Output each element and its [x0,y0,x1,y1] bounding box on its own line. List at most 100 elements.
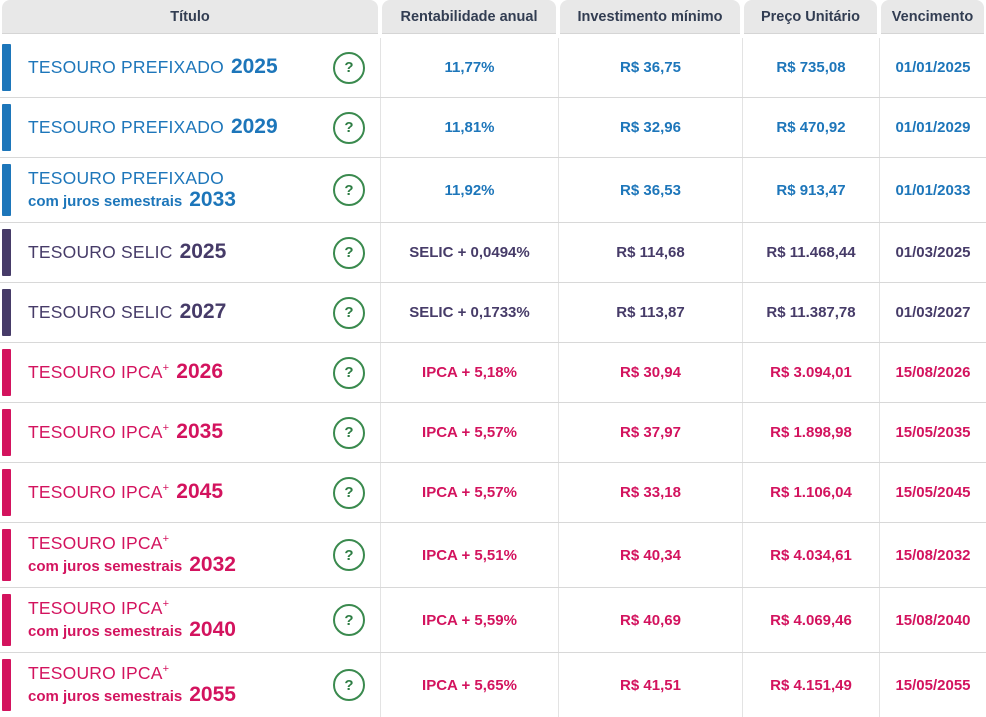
bond-name: TESOURO IPCA+ [28,482,170,503]
bond-row[interactable]: TESOURO IPCA+ 2045 ? IPCA + 5,57% R$ 33,… [0,463,986,523]
min-investment-cell: R$ 33,18 [558,463,742,522]
bond-title: TESOURO IPCA+ com juros semestrais 2055 [28,663,236,707]
bond-title: TESOURO SELIC 2025 [28,240,226,264]
help-icon[interactable]: ? [333,669,365,701]
bond-title: TESOURO IPCA+ 2045 [28,480,223,504]
bond-title: TESOURO IPCA+ 2026 [28,360,223,384]
header-vencimento: Vencimento [881,0,984,34]
help-icon[interactable]: ? [333,111,365,144]
bond-title-cell: TESOURO PREFIXADO 2029 ? [0,98,380,157]
help-icon[interactable]: ? [333,356,365,389]
bond-row[interactable]: TESOURO SELIC 2025 ? SELIC + 0,0494% R$ … [0,223,986,283]
maturity-cell: 01/01/2033 [879,158,986,222]
bond-row[interactable]: TESOURO PREFIXADO com juros semestrais 2… [0,158,986,223]
header-rentabilidade: Rentabilidade anual [382,0,556,34]
unit-price-cell: R$ 1.106,04 [742,463,879,522]
maturity-cell: 01/01/2029 [879,98,986,157]
category-color-bar [2,229,11,276]
bond-title: TESOURO IPCA+ com juros semestrais 2032 [28,533,236,577]
bond-row[interactable]: TESOURO IPCA+ 2035 ? IPCA + 5,57% R$ 37,… [0,403,986,463]
header-titulo: Título [2,0,378,34]
bond-row[interactable]: TESOURO IPCA+ 2026 ? IPCA + 5,18% R$ 30,… [0,343,986,403]
category-color-bar [2,594,11,646]
unit-price-cell: R$ 1.898,98 [742,403,879,462]
category-color-bar [2,104,11,151]
category-color-bar [2,659,11,711]
annual-rate-cell: SELIC + 0,1733% [380,283,558,342]
maturity-cell: 01/03/2025 [879,223,986,282]
min-investment-cell: R$ 113,87 [558,283,742,342]
table-body: TESOURO PREFIXADO 2025 ? 11,77% R$ 36,75… [0,38,986,717]
bond-subtitle: com juros semestrais [28,557,183,575]
bond-year: 2055 [189,682,236,706]
table-header-row: Título Rentabilidade anual Investimento … [0,0,986,38]
bond-title: TESOURO PREFIXADO com juros semestrais 2… [28,168,236,212]
min-investment-cell: R$ 37,97 [558,403,742,462]
plus-superscript: + [162,422,170,435]
bond-row[interactable]: TESOURO IPCA+ com juros semestrais 2040 … [0,588,986,653]
help-icon[interactable]: ? [333,174,365,206]
min-investment-cell: R$ 32,96 [558,98,742,157]
annual-rate-cell: SELIC + 0,0494% [380,223,558,282]
bond-row[interactable]: TESOURO IPCA+ com juros semestrais 2032 … [0,523,986,588]
help-icon[interactable]: ? [333,236,365,269]
bond-name: TESOURO IPCA+ [28,422,170,443]
bond-row[interactable]: TESOURO IPCA+ com juros semestrais 2055 … [0,653,986,717]
bond-row[interactable]: TESOURO PREFIXADO 2029 ? 11,81% R$ 32,96… [0,98,986,158]
bond-year: 2025 [179,240,227,264]
header-preco-unitario: Preço Unitário [744,0,877,34]
plus-superscript: + [162,362,170,375]
bond-year: 2035 [176,420,223,444]
annual-rate-cell: IPCA + 5,57% [380,403,558,462]
category-color-bar [2,469,11,516]
annual-rate-cell: IPCA + 5,18% [380,343,558,402]
annual-rate-cell: IPCA + 5,57% [380,463,558,522]
annual-rate-cell: IPCA + 5,65% [380,653,558,717]
unit-price-cell: R$ 11.468,44 [742,223,879,282]
bond-row[interactable]: TESOURO SELIC 2027 ? SELIC + 0,1733% R$ … [0,283,986,343]
help-icon[interactable]: ? [333,416,365,449]
bond-subtitle: com juros semestrais [28,687,183,705]
help-icon[interactable]: ? [333,51,365,84]
category-color-bar [2,349,11,396]
unit-price-cell: R$ 11.387,78 [742,283,879,342]
bond-title-cell: TESOURO SELIC 2025 ? [0,223,380,282]
min-investment-cell: R$ 41,51 [558,653,742,717]
bond-subtitle: com juros semestrais [28,192,183,210]
maturity-cell: 01/03/2027 [879,283,986,342]
bond-year: 2027 [179,300,227,324]
bond-title-cell: TESOURO IPCA+ com juros semestrais 2040 … [0,588,380,652]
bond-title: TESOURO SELIC 2027 [28,300,226,324]
bond-year: 2025 [230,55,278,79]
bond-row[interactable]: TESOURO PREFIXADO 2025 ? 11,77% R$ 36,75… [0,38,986,98]
annual-rate-cell: 11,77% [380,38,558,97]
bond-name: TESOURO IPCA+ [28,532,170,553]
help-icon[interactable]: ? [333,476,365,509]
help-icon[interactable]: ? [333,296,365,329]
help-icon[interactable]: ? [333,604,365,636]
bond-title-cell: TESOURO PREFIXADO 2025 ? [0,38,380,97]
bond-name: TESOURO SELIC [28,242,173,263]
unit-price-cell: R$ 4.034,61 [742,523,879,587]
annual-rate-cell: 11,81% [380,98,558,157]
annual-rate-cell: 11,92% [380,158,558,222]
unit-price-cell: R$ 3.094,01 [742,343,879,402]
unit-price-cell: R$ 470,92 [742,98,879,157]
bond-name: TESOURO IPCA+ [28,662,170,683]
bond-title: TESOURO IPCA+ com juros semestrais 2040 [28,598,236,642]
bond-title-cell: TESOURO SELIC 2027 ? [0,283,380,342]
plus-superscript: + [162,482,170,495]
category-color-bar [2,289,11,336]
help-icon[interactable]: ? [333,539,365,571]
min-investment-cell: R$ 30,94 [558,343,742,402]
bond-name: TESOURO PREFIXADO [28,57,224,78]
category-color-bar [2,529,11,581]
bond-subtitle: com juros semestrais [28,622,183,640]
bond-title-cell: TESOURO IPCA+ 2026 ? [0,343,380,402]
maturity-cell: 15/05/2035 [879,403,986,462]
maturity-cell: 15/08/2032 [879,523,986,587]
unit-price-cell: R$ 735,08 [742,38,879,97]
maturity-cell: 01/01/2025 [879,38,986,97]
bond-year: 2040 [189,617,236,641]
